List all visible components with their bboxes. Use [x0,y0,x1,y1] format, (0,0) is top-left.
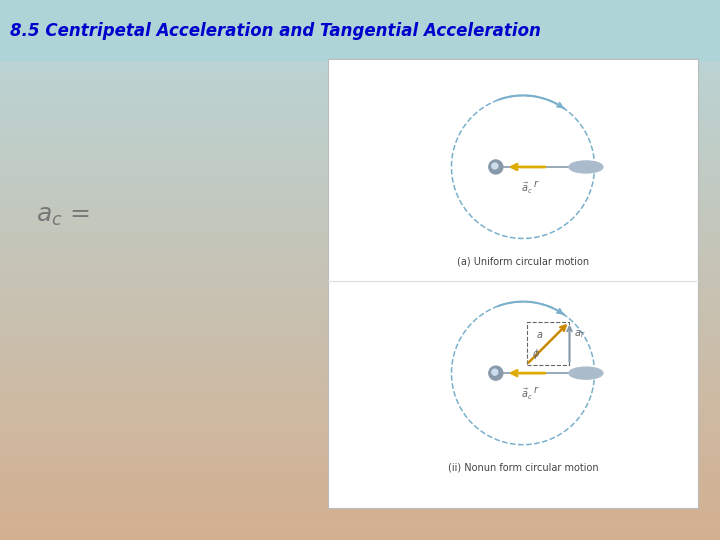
Circle shape [492,369,498,375]
Ellipse shape [569,161,603,173]
Text: $\vec{a}_c$: $\vec{a}_c$ [521,181,533,196]
Bar [328,59,698,508]
Text: a: a [536,330,542,340]
Ellipse shape [569,367,603,379]
Text: (a) Uniform circular motion: (a) Uniform circular motion [457,256,589,267]
Text: $a_T$: $a_T$ [575,329,587,340]
Circle shape [489,366,503,380]
Ellipse shape [573,164,591,170]
Text: 8.5 Centripetal Acceleration and Tangential Acceleration: 8.5 Centripetal Acceleration and Tangent… [10,22,541,40]
Text: (ii) Nonun form circular motion: (ii) Nonun form circular motion [448,463,598,472]
Bar [0,0,720,62]
Text: r: r [534,179,537,189]
Bar [526,322,570,364]
Text: $a_c$ =: $a_c$ = [36,204,90,228]
Text: r: r [534,385,537,395]
Text: $\phi$: $\phi$ [532,347,540,361]
Ellipse shape [573,370,591,376]
Circle shape [492,163,498,169]
Circle shape [489,160,503,174]
Text: $\vec{a}_c$: $\vec{a}_c$ [521,387,533,402]
